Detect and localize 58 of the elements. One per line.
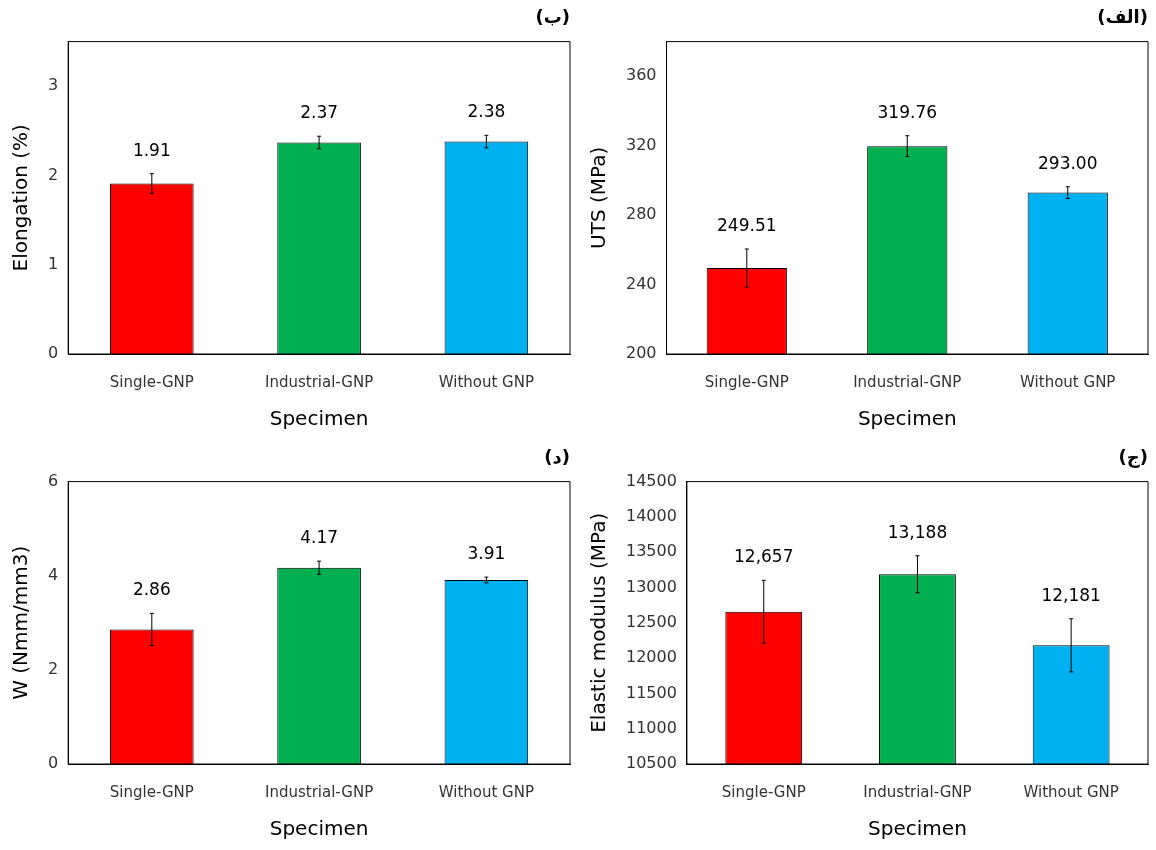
data-label: 12,657 (734, 546, 794, 567)
x-tick-label: Without GNP (438, 372, 534, 391)
y-tick-label: 14000 (625, 506, 677, 526)
x-tick-label: Industrial-GNP (853, 372, 962, 391)
chart-title: (ج) (1118, 446, 1148, 469)
y-axis-title: W (Nmm/mm3) (8, 545, 33, 700)
y-tick-label: 1 (47, 253, 59, 273)
data-label: 319.76 (877, 101, 938, 122)
y-tick-label: 2 (47, 164, 59, 184)
y-tick-label: 13000 (625, 576, 677, 596)
data-label: 4.17 (300, 527, 339, 548)
x-axis-title: Specimen (269, 816, 369, 841)
x-tick-label: Industrial-GNP (863, 782, 972, 801)
x-tick-label: Without GNP (1020, 372, 1116, 391)
y-tick-label: 14500 (625, 470, 677, 490)
data-label: 13,188 (887, 521, 948, 542)
x-axis-title: Specimen (269, 406, 369, 431)
data-label: 3.91 (467, 543, 506, 564)
chart-title: (د) (544, 446, 570, 468)
data-label: 2.37 (300, 102, 339, 123)
y-tick-label: 0 (47, 343, 59, 363)
data-label: 293.00 (1038, 152, 1098, 173)
x-tick-label: Single-GNP (109, 782, 194, 801)
x-tick-label: Single-GNP (704, 372, 789, 391)
x-tick-label: Single-GNP (109, 372, 194, 391)
chart-title: (الف) (1097, 6, 1148, 28)
data-label: 2.86 (132, 579, 171, 600)
chart-title: (ب) (535, 6, 570, 28)
x-tick-label: Without GNP (438, 782, 534, 801)
y-tick-label: 2 (47, 659, 59, 679)
x-tick-label: Single-GNP (721, 782, 806, 801)
y-axis-title: UTS (MPa) (586, 146, 611, 249)
y-tick-label: 13500 (625, 541, 677, 561)
x-tick-label: Without GNP (1023, 782, 1119, 801)
data-label: 12,181 (1041, 584, 1101, 605)
y-tick-label: 0 (47, 753, 59, 773)
x-tick-label: Industrial-GNP (264, 372, 374, 391)
data-label: 2.38 (467, 101, 506, 122)
y-axis-title: Elastic modulus (MPa) (586, 512, 611, 733)
x-axis-title: Specimen (868, 816, 967, 841)
y-tick-label: 280 (625, 204, 657, 224)
x-axis-title: Specimen (857, 406, 957, 431)
y-tick-label: 12000 (625, 647, 677, 667)
data-label: 249.51 (717, 214, 777, 235)
y-tick-label: 360 (625, 65, 657, 85)
y-tick-label: 11000 (625, 717, 677, 737)
y-tick-label: 3 (47, 75, 59, 95)
y-tick-label: 10500 (625, 753, 677, 773)
y-tick-label: 200 (625, 343, 657, 363)
y-tick-label: 240 (625, 273, 657, 293)
x-tick-label: Industrial-GNP (264, 782, 374, 801)
y-axis-title: Elongation (%) (8, 124, 33, 272)
y-tick-label: 6 (47, 470, 59, 490)
data-label: 1.91 (132, 139, 171, 160)
y-tick-label: 4 (47, 564, 59, 584)
y-tick-label: 320 (625, 134, 657, 154)
y-tick-label: 11500 (625, 682, 677, 702)
y-tick-label: 12500 (625, 611, 677, 631)
